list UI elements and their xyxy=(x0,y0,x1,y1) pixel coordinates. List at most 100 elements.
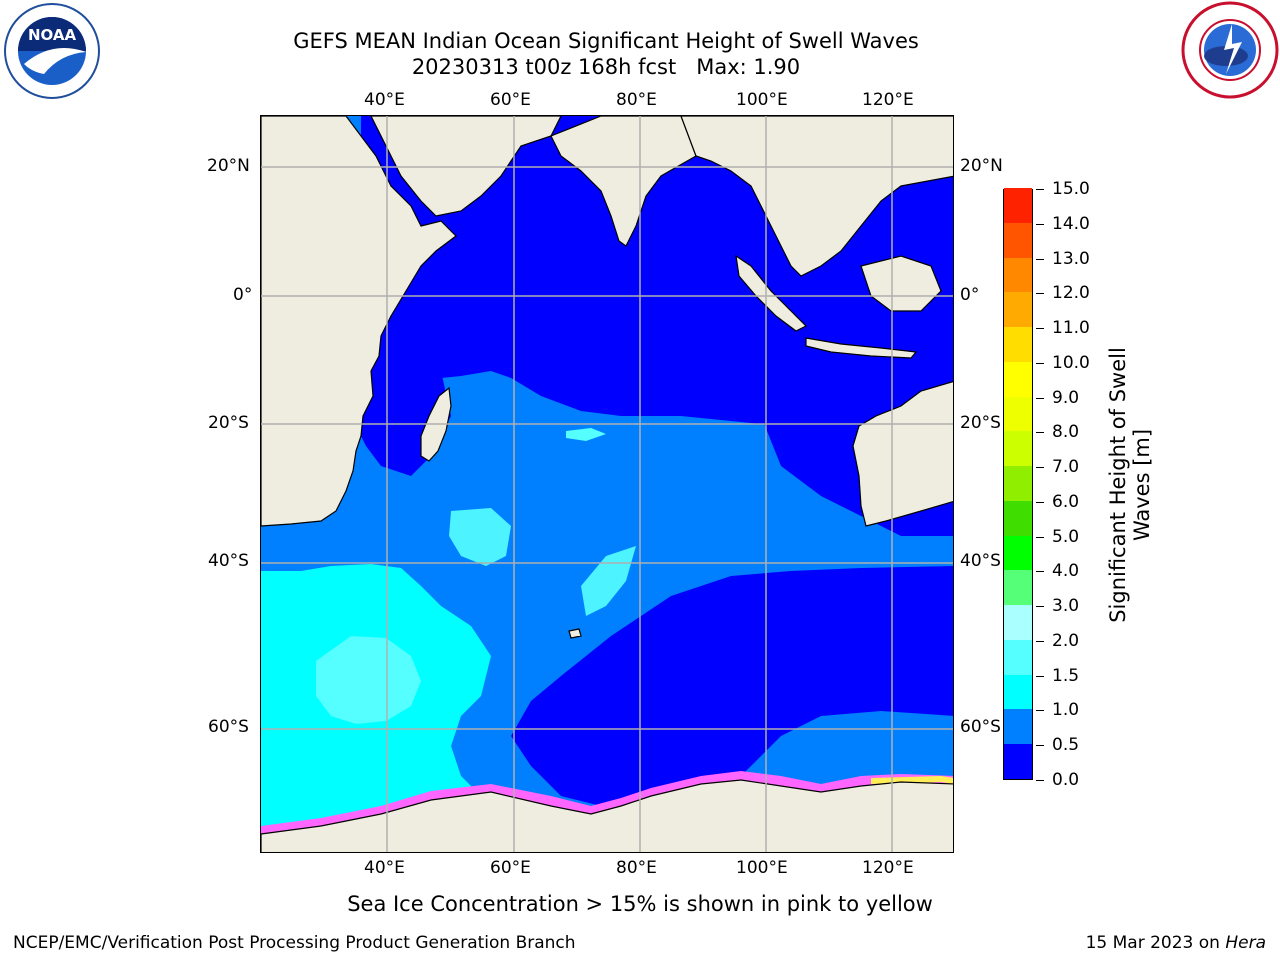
colorbar-segment xyxy=(1004,604,1032,640)
colorbar-tick xyxy=(1036,224,1044,225)
chart-title: GEFS MEAN Indian Ocean Significant Heigh… xyxy=(293,29,919,53)
colorbar-tick xyxy=(1036,502,1044,503)
colorbar-segment xyxy=(1004,361,1032,397)
colorbar-tick-label: 1.5 xyxy=(1052,666,1080,686)
lat-tick-left-20s: 20°S xyxy=(208,413,249,433)
ocean-zone-1-5-2-0 xyxy=(316,636,421,724)
colorbar-tick-label: 4.0 xyxy=(1052,561,1080,581)
lon-tick-bottom-120e: 120°E xyxy=(862,858,914,878)
sea-ice-note: Sea Ice Concentration > 15% is shown in … xyxy=(347,892,933,916)
lon-tick-top-120e: 120°E xyxy=(862,90,914,110)
land-java xyxy=(805,337,918,359)
ocean-zone-1-5-2-0-b xyxy=(449,508,511,566)
lat-tick-right-20n: 20°N xyxy=(960,156,1003,176)
colorbar-tick xyxy=(1036,467,1044,468)
colorbar-segment xyxy=(1004,326,1032,362)
lon-tick-bottom-80e: 80°E xyxy=(616,858,657,878)
colorbar-tick xyxy=(1036,189,1044,190)
colorbar xyxy=(1003,187,1033,780)
colorbar-tick-label: 15.0 xyxy=(1052,179,1090,199)
colorbar-segment xyxy=(1004,674,1032,710)
land-sumatra xyxy=(735,254,808,332)
colorbar-segment xyxy=(1004,396,1032,432)
colorbar-tick xyxy=(1036,293,1044,294)
colorbar-tick-label: 1.0 xyxy=(1052,700,1080,720)
colorbar-segment xyxy=(1004,535,1032,571)
ocean-zone-south-low xyxy=(511,566,953,816)
land-australia xyxy=(852,380,953,527)
colorbar-tick-label: 7.0 xyxy=(1052,457,1080,477)
graticule xyxy=(261,116,953,852)
colorbar-label-line2: Waves [m] xyxy=(1130,428,1154,542)
colorbar-tick-label: 3.0 xyxy=(1052,596,1080,616)
colorbar-tick xyxy=(1036,328,1044,329)
lon-tick-bottom-100e: 100°E xyxy=(736,858,788,878)
lat-tick-left-60s: 60°S xyxy=(208,717,249,737)
land-southeast-asia xyxy=(680,116,953,277)
swell-height-map xyxy=(260,115,954,853)
colorbar-tick-label: 2.0 xyxy=(1052,631,1080,651)
lon-tick-top-80e: 80°E xyxy=(616,90,657,110)
footer-credit: NCEP/EMC/Verification Post Processing Pr… xyxy=(13,933,576,953)
colorbar-tick-label: 14.0 xyxy=(1052,214,1090,234)
colorbar-tick-label: 8.0 xyxy=(1052,422,1080,442)
colorbar-tick-label: 12.0 xyxy=(1052,283,1090,303)
lon-tick-bottom-60e: 60°E xyxy=(490,858,531,878)
colorbar-tick xyxy=(1036,710,1044,711)
lat-tick-left-40s: 40°S xyxy=(208,551,249,571)
colorbar-tick xyxy=(1036,398,1044,399)
colorbar-tick-label: 5.0 xyxy=(1052,527,1080,547)
colorbar-segment xyxy=(1004,569,1032,606)
land-kerguelen xyxy=(568,628,582,639)
lon-tick-top-40e: 40°E xyxy=(364,90,405,110)
footer-machine: Hera xyxy=(1225,933,1266,953)
colorbar-tick-label: 10.0 xyxy=(1052,353,1090,373)
colorbar-segment xyxy=(1004,465,1032,501)
lat-tick-left-0: 0° xyxy=(233,285,253,305)
lon-tick-bottom-40e: 40°E xyxy=(364,858,405,878)
chart-subtitle: 20230313 t00z 168h fcst Max: 1.90 xyxy=(411,55,801,79)
colorbar-tick-label: 11.0 xyxy=(1052,318,1090,338)
colorbar-tick xyxy=(1036,259,1044,260)
colorbar-tick xyxy=(1036,641,1044,642)
colorbar-tick-label: 0.5 xyxy=(1052,735,1080,755)
colorbar-segment xyxy=(1004,639,1032,675)
svg-text:NOAA: NOAA xyxy=(28,26,77,44)
sea-ice-band xyxy=(261,771,953,834)
colorbar-tick-label: 13.0 xyxy=(1052,249,1090,269)
colorbar-tick xyxy=(1036,432,1044,433)
colorbar-tick-label: 6.0 xyxy=(1052,492,1080,512)
colorbar-tick xyxy=(1036,363,1044,364)
colorbar-tick xyxy=(1036,606,1044,607)
colorbar-segment xyxy=(1004,430,1032,467)
colorbar-label: Significant Height of Swell Waves [m] xyxy=(1106,347,1154,623)
colorbar-tick xyxy=(1036,780,1044,781)
colorbar-segment xyxy=(1004,222,1032,258)
colorbar-segment xyxy=(1004,743,1032,779)
colorbar-segment xyxy=(1004,257,1032,293)
lat-tick-right-60s: 60°S xyxy=(960,717,1001,737)
colorbar-tick xyxy=(1036,676,1044,677)
colorbar-segment xyxy=(1004,291,1032,328)
footer-date-text: 15 Mar 2023 on xyxy=(1085,933,1226,953)
colorbar-tick-label: 9.0 xyxy=(1052,388,1080,408)
lat-tick-right-0: 0° xyxy=(960,285,980,305)
land-borneo xyxy=(860,255,942,312)
lon-tick-top-100e: 100°E xyxy=(736,90,788,110)
lat-tick-right-40s: 40°S xyxy=(960,551,1001,571)
colorbar-tick xyxy=(1036,745,1044,746)
noaa-logo: NOAA xyxy=(0,2,104,100)
lat-tick-right-20s: 20°S xyxy=(960,413,1001,433)
lon-tick-top-60e: 60°E xyxy=(490,90,531,110)
lat-tick-left-20n: 20°N xyxy=(207,156,250,176)
land-antarctica xyxy=(261,779,953,852)
colorbar-tick xyxy=(1036,571,1044,572)
footer-date: 15 Mar 2023 on Hera xyxy=(1086,933,1266,953)
nws-logo xyxy=(1180,0,1280,100)
colorbar-tick xyxy=(1036,537,1044,538)
colorbar-segment xyxy=(1004,709,1032,745)
colorbar-segment xyxy=(1004,500,1032,536)
colorbar-label-line1: Significant Height of Swell xyxy=(1106,347,1130,623)
colorbar-tick-label: 0.0 xyxy=(1052,770,1080,790)
ocean-zone-small xyxy=(566,428,606,441)
